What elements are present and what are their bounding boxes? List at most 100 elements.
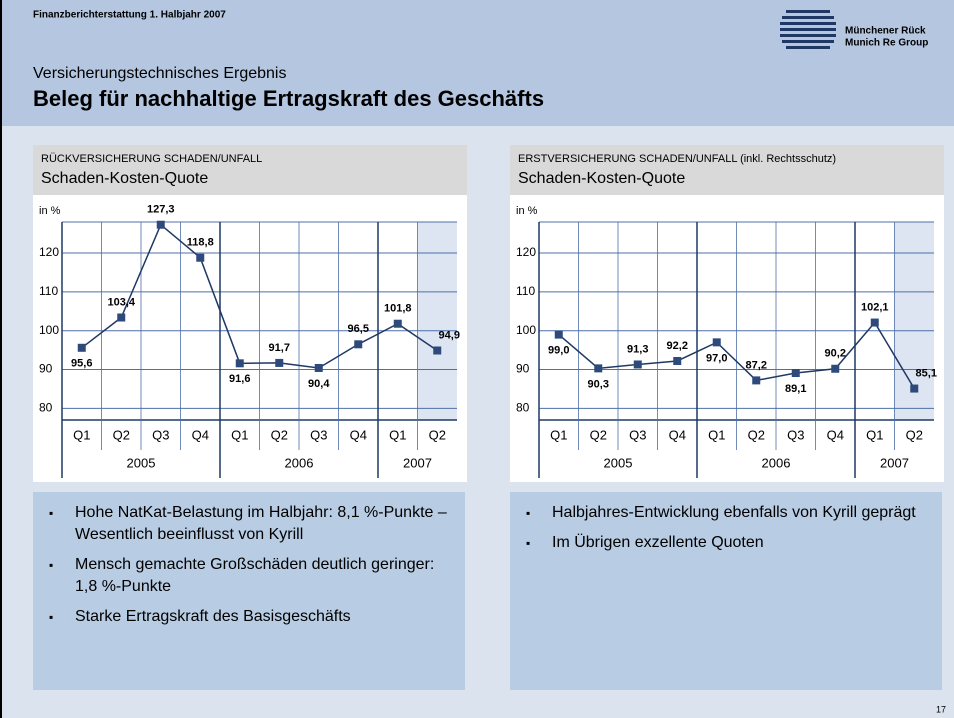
y-tick-label: 80 [516,401,530,415]
marker [673,356,682,365]
y-tick-label: 80 [39,401,53,415]
x-tick-label: Q1 [550,427,567,442]
x-tick-label: Q4 [350,427,367,442]
panel-header [33,145,467,195]
marker [275,358,284,367]
bullet: Halbjahres-Entwicklung ebenfalls von Kyr… [526,502,926,524]
data-label: 99,0 [548,344,569,356]
marker [393,319,402,328]
x-tick-label: Q1 [708,427,725,442]
panel-title: Schaden-Kosten-Quote [518,170,685,187]
marker [633,360,642,369]
marker [235,359,244,368]
y-tick-label: 100 [39,323,59,337]
data-label: 96,5 [348,323,369,335]
logo-mark [780,10,836,49]
data-label: 94,9 [439,329,460,341]
bullet: Im Übrigen exzellente Quoten [526,532,926,554]
data-label: 90,2 [825,348,846,360]
marker [117,313,126,322]
panel-section: RÜCKVERSICHERUNG SCHADEN/UNFALL [41,153,262,165]
header-band [0,0,954,126]
marker [156,220,165,229]
data-label: 91,3 [627,343,648,355]
marker [752,376,761,385]
x-tick-label: Q1 [866,427,883,442]
data-label: 103,4 [107,296,135,308]
panel-section: ERSTVERSICHERUNG SCHADEN/UNFALL (inkl. R… [518,153,836,165]
x-tick-label: Q3 [152,427,169,442]
series-line [558,321,915,389]
panel-header [510,145,944,195]
y-tick-label: 120 [39,245,59,259]
data-label: 127,3 [147,204,175,216]
marker [831,364,840,373]
marker [433,346,442,355]
header-top: Finanzberichterstattung 1. Halbjahr 2007 [33,10,226,21]
data-label: 90,3 [588,378,609,390]
marker [314,363,323,372]
x-tick-label: Q3 [629,427,646,442]
y-tick-label: 90 [516,362,530,376]
bullet: Starke Ertragskraft des Basisgeschäfts [49,606,449,628]
marker [594,364,603,373]
group-label: 2007 [403,455,432,470]
data-label: 91,6 [229,373,250,385]
x-tick-label: Q3 [787,427,804,442]
highlight-column [417,222,457,420]
x-tick-label: Q2 [429,427,446,442]
y-tick-label: 110 [39,284,58,298]
header-title: Beleg für nachhaltige Ertragskraft des G… [33,86,544,111]
data-label: 97,0 [706,352,727,364]
x-tick-label: Q1 [389,427,406,442]
data-label: 89,1 [785,383,806,395]
logo-text: Münchener Rück [845,26,926,37]
marker [554,330,563,339]
x-tick-label: Q2 [748,427,765,442]
marker [354,340,363,349]
data-label: 95,6 [71,358,92,370]
x-tick-label: Q3 [310,427,327,442]
logo-text: Munich Re Group [845,38,928,49]
marker [77,343,86,352]
data-label: 118,8 [187,237,214,249]
data-label: 102,1 [861,301,889,313]
x-tick-label: Q2 [590,427,607,442]
group-label: 2006 [762,455,791,470]
marker [712,338,721,347]
x-tick-label: Q1 [231,427,248,442]
marker [870,318,879,327]
panel [33,145,467,482]
y-tick-label: 100 [516,323,536,337]
marker [196,253,205,262]
x-tick-label: Q4 [827,427,844,442]
x-tick-label: Q2 [113,427,130,442]
x-tick-label: Q1 [73,427,90,442]
group-label: 2006 [285,455,314,470]
bullet-box: Hohe NatKat-Belastung im Halbjahr: 8,1 %… [33,492,465,690]
marker [791,369,800,378]
page-number: 17 [936,704,946,714]
bullet: Mensch gemachte Großschäden deutlich ger… [49,554,449,598]
marker [910,384,919,393]
x-tick-label: Q4 [669,427,686,442]
unit-label: in % [516,205,538,217]
panel-title: Schaden-Kosten-Quote [41,170,208,187]
unit-label: in % [39,205,61,217]
x-tick-label: Q2 [906,427,923,442]
header-subtitle: Versicherungstechnisches Ergebnis [33,65,286,82]
series-line [81,223,438,369]
data-label: 91,7 [269,342,290,354]
group-label: 2005 [604,455,633,470]
bullet-box: Halbjahres-Entwicklung ebenfalls von Kyr… [510,492,942,690]
data-label: 85,1 [916,367,937,379]
panel [510,145,944,482]
y-tick-label: 110 [516,284,535,298]
x-tick-label: Q2 [271,427,288,442]
data-label: 92,2 [667,340,688,352]
y-tick-label: 90 [39,362,53,376]
data-label: 90,4 [308,378,330,390]
y-tick-label: 120 [516,245,536,259]
